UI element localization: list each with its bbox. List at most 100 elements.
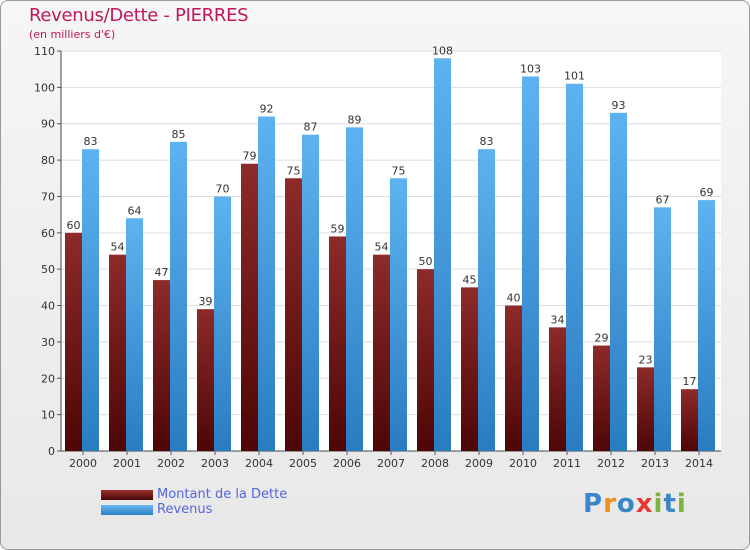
logo-text: Proxiti (583, 489, 687, 519)
bar-revenus-label: 67 (656, 193, 670, 206)
x-tick-label: 2002 (157, 457, 185, 470)
y-tick-label: 60 (41, 227, 55, 240)
bar-revenus (126, 218, 143, 451)
bar-revenus (82, 149, 99, 451)
bar-revenus (170, 141, 187, 451)
x-tick-label: 2000 (69, 457, 97, 470)
bar-revenus (478, 149, 495, 451)
bar-dette-label: 40 (507, 292, 521, 305)
x-tick-label: 2005 (289, 457, 317, 470)
bar-dette (329, 236, 346, 451)
proxiti-logo: Proxiti (583, 489, 687, 519)
bar-revenus-label: 83 (480, 135, 494, 148)
bar-revenus (390, 178, 407, 452)
bar-dette-label: 23 (639, 353, 653, 366)
y-tick-label: 110 (34, 45, 55, 58)
bar-dette-label: 29 (595, 332, 609, 345)
bar-revenus-label: 93 (612, 99, 626, 112)
bar-dette (373, 254, 390, 451)
x-tick-label: 2009 (465, 457, 493, 470)
bar-revenus-label: 85 (172, 128, 186, 141)
bar-revenus-label: 92 (260, 102, 274, 115)
x-tick-label: 2013 (641, 457, 669, 470)
y-tick-label: 10 (41, 409, 55, 422)
bar-dette-label: 54 (111, 241, 125, 254)
bar-dette-label: 59 (331, 222, 345, 235)
legend-swatch-revenus (101, 504, 153, 515)
legend-label-revenus: Revenus (157, 502, 213, 517)
y-tick-label: 40 (41, 300, 55, 313)
bar-revenus (566, 83, 583, 452)
bar-dette-label: 50 (419, 255, 433, 268)
legend-swatch-dette (101, 489, 153, 500)
bar-revenus (610, 112, 627, 452)
bar-dette (197, 309, 214, 451)
bar-dette (153, 280, 170, 451)
bar-dette-label: 17 (683, 375, 697, 388)
bar-revenus-label: 69 (700, 186, 714, 199)
bar-revenus-label: 64 (128, 204, 142, 217)
bar-revenus-label: 89 (348, 113, 362, 126)
x-tick-label: 2004 (245, 457, 273, 470)
bar-revenus-label: 108 (432, 44, 453, 57)
bar-dette (461, 287, 478, 451)
y-tick-label: 50 (41, 263, 55, 276)
bar-dette-label: 45 (463, 273, 477, 286)
bar-dette-label: 39 (199, 295, 213, 308)
bar-dette-label: 54 (375, 241, 389, 254)
bar-revenus-label: 70 (216, 182, 230, 195)
y-tick-label: 100 (34, 81, 55, 94)
bar-revenus-label: 83 (84, 135, 98, 148)
bar-dette (65, 232, 82, 451)
y-tick-label: 90 (41, 118, 55, 131)
bar-dette (505, 305, 522, 451)
chart-title: Revenus/Dette - PIERRES (29, 5, 249, 26)
bar-revenus-label: 103 (520, 62, 541, 75)
bar-dette-label: 34 (551, 313, 565, 326)
legend-item-dette: Montant de la Dette (101, 487, 287, 502)
legend: Montant de la Dette Revenus (101, 487, 287, 517)
bar-dette-label: 47 (155, 266, 169, 279)
bar-dette (637, 367, 654, 451)
x-tick-label: 2007 (377, 457, 405, 470)
bar-revenus (698, 200, 715, 451)
bar-dette (593, 345, 610, 451)
y-tick-label: 30 (41, 336, 55, 349)
bar-revenus (654, 207, 671, 451)
bar-dette-label: 79 (243, 150, 257, 163)
bar-revenus (258, 116, 275, 452)
legend-item-revenus: Revenus (101, 502, 287, 517)
y-tick-label: 20 (41, 372, 55, 385)
bar-dette (285, 178, 302, 452)
bar-revenus-label: 87 (304, 121, 318, 134)
bar-revenus (214, 196, 231, 451)
bar-revenus (346, 127, 363, 451)
y-tick-label: 80 (41, 154, 55, 167)
bar-dette (681, 389, 698, 451)
bar-dette (417, 269, 434, 451)
bar-revenus-label: 101 (564, 70, 585, 83)
x-tick-label: 2001 (113, 457, 141, 470)
y-tick-label: 70 (41, 190, 55, 203)
x-tick-label: 2012 (597, 457, 625, 470)
bar-revenus (522, 76, 539, 452)
bar-dette-label: 75 (287, 164, 301, 177)
bar-dette (549, 327, 566, 451)
x-tick-label: 2003 (201, 457, 229, 470)
bar-dette-label: 60 (67, 219, 81, 232)
x-tick-label: 2011 (553, 457, 581, 470)
chart-subtitle: (en milliers d'€) (29, 28, 116, 41)
x-tick-label: 2006 (333, 457, 361, 470)
bar-revenus-label: 75 (392, 164, 406, 177)
x-tick-label: 2008 (421, 457, 449, 470)
bar-revenus (434, 58, 451, 451)
x-tick-label: 2010 (509, 457, 537, 470)
y-tick-label: 0 (48, 445, 55, 458)
bar-dette (241, 163, 258, 451)
legend-label-dette: Montant de la Dette (157, 487, 288, 502)
bar-revenus (302, 134, 319, 452)
x-tick-label: 2014 (685, 457, 713, 470)
bar-dette (109, 254, 126, 451)
